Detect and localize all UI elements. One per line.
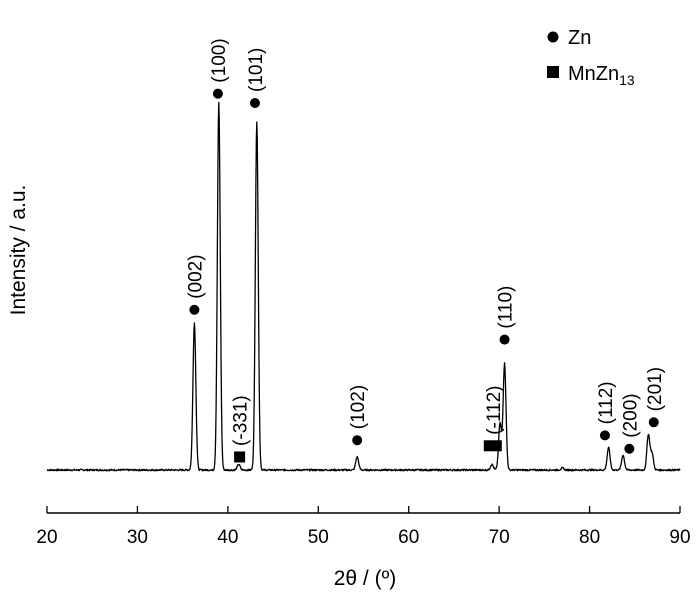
peak-annotation: (201) bbox=[645, 367, 666, 428]
peak-annotations: (002) (100) (101) (-331) (102) (-112) (110) (11… bbox=[185, 38, 666, 463]
plot-area: 20 30 40 50 60 70 80 90 (002) (100) (101) (-331) (1… bbox=[36, 38, 690, 548]
peak-annotation: (110) bbox=[496, 286, 517, 345]
x-tick-label: 50 bbox=[308, 527, 329, 548]
y-axis-title: Intensity / a.u. bbox=[7, 185, 30, 316]
peak-annotation: (101) bbox=[246, 48, 267, 108]
x-tick-label: 90 bbox=[669, 527, 690, 548]
zn-peak-marker bbox=[599, 430, 610, 441]
zn-peak-marker bbox=[352, 435, 363, 446]
legend: Zn MnZn13 bbox=[547, 27, 635, 88]
peak-label: (110) bbox=[496, 286, 517, 329]
peak-annotation: (200) bbox=[620, 393, 641, 454]
zn-peak-marker bbox=[212, 88, 223, 99]
x-tick-label: 70 bbox=[489, 527, 510, 548]
peak-label: (200) bbox=[620, 393, 641, 437]
peak-label: (102) bbox=[348, 385, 369, 429]
x-tick-label: 80 bbox=[579, 527, 600, 548]
zn-peak-marker bbox=[648, 417, 659, 428]
xrd-pattern-line bbox=[46, 101, 681, 472]
legend-label-zn: Zn bbox=[568, 27, 591, 49]
legend-circle-marker bbox=[547, 31, 559, 43]
zn-peak-marker bbox=[499, 334, 510, 345]
peak-annotation: (-112) bbox=[483, 386, 505, 452]
mnzn13-peak-marker bbox=[234, 451, 246, 463]
legend-square-marker bbox=[547, 66, 559, 78]
peak-label: (-112) bbox=[484, 386, 505, 435]
zn-peak-marker bbox=[624, 443, 635, 454]
legend-label-mnzn13-sub: 13 bbox=[619, 72, 635, 88]
peak-annotation: (-331) bbox=[231, 395, 252, 463]
peak-annotation: (112) bbox=[596, 381, 617, 441]
legend-label-mnzn13-main: MnZn bbox=[568, 63, 619, 85]
x-axis-title: 2θ / (º) bbox=[334, 567, 397, 590]
peak-annotation: (100) bbox=[209, 38, 230, 99]
peak-annotation: (102) bbox=[348, 385, 369, 446]
mnzn13-peak-marker bbox=[483, 440, 502, 452]
zn-peak-marker bbox=[189, 304, 200, 315]
legend-label-mnzn13: MnZn13 bbox=[568, 63, 635, 88]
peak-annotation: (002) bbox=[185, 254, 206, 315]
x-ticks: 20 30 40 50 60 70 80 90 bbox=[36, 506, 691, 548]
peak-label: (112) bbox=[596, 381, 617, 424]
peak-label: (-331) bbox=[231, 395, 252, 446]
peak-label: (101) bbox=[246, 48, 267, 92]
x-tick-label: 40 bbox=[217, 527, 238, 548]
peak-label: (201) bbox=[645, 367, 666, 411]
peak-label: (002) bbox=[185, 254, 206, 298]
peak-label: (100) bbox=[209, 38, 230, 82]
zn-peak-marker bbox=[249, 98, 260, 108]
x-tick-label: 30 bbox=[127, 527, 148, 548]
x-tick-label: 20 bbox=[36, 527, 57, 548]
x-tick-label: 60 bbox=[398, 527, 419, 548]
